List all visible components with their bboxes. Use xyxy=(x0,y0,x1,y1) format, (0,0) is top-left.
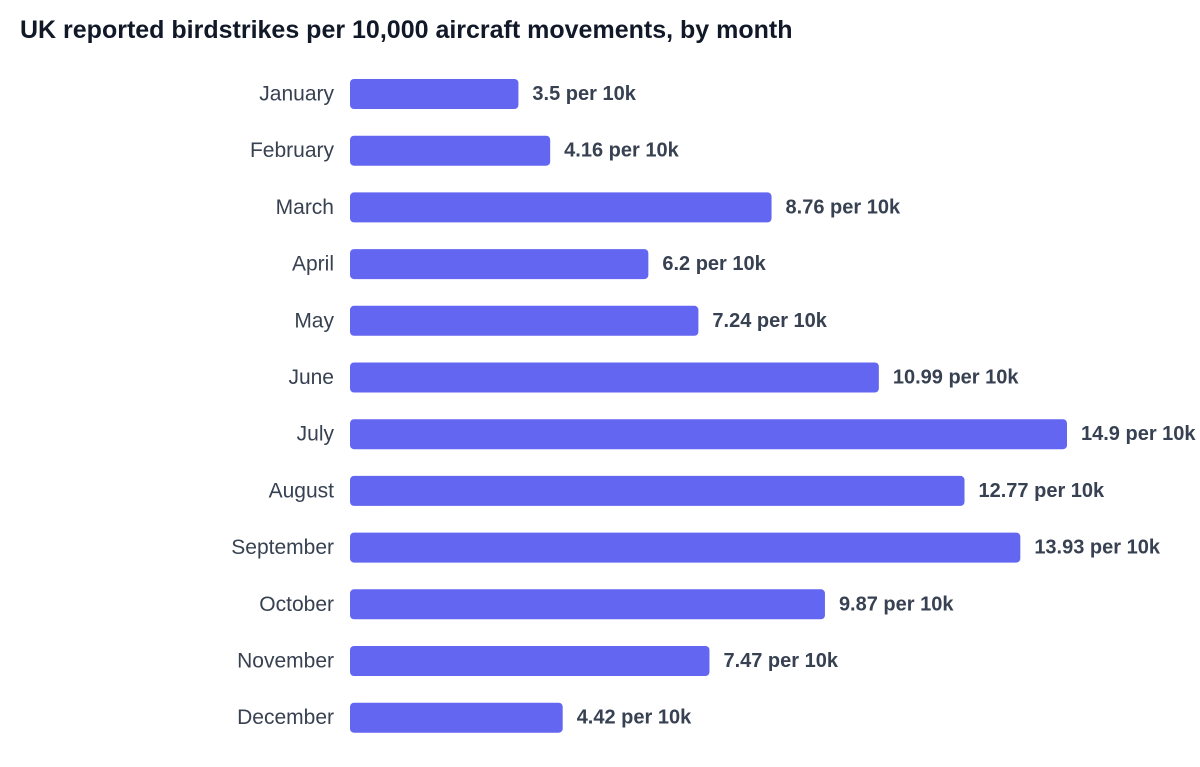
category-label: December xyxy=(237,706,334,729)
bar xyxy=(350,475,965,506)
bar-row: January 3.5 per 10k xyxy=(259,79,637,109)
bar xyxy=(350,249,649,280)
bar xyxy=(350,646,710,676)
bar-row: June 10.99 per 10k xyxy=(288,362,1020,393)
category-label: November xyxy=(237,650,334,673)
value-label: 14.9 per 10k xyxy=(1081,423,1196,445)
bars-layer: January 3.5 per 10k February 4.16 per 10k Ma… xyxy=(231,79,1196,733)
value-label: 9.87 per 10k xyxy=(839,593,954,615)
bar-row: November 7.47 per 10k xyxy=(237,646,839,676)
bar xyxy=(350,419,1067,450)
bar xyxy=(350,79,519,109)
bar-row: October 9.87 per 10k xyxy=(259,589,954,620)
bar-row: February 4.16 per 10k xyxy=(250,135,680,166)
value-label: 7.24 per 10k xyxy=(712,310,827,332)
value-label: 12.77 per 10k xyxy=(979,480,1106,502)
value-label: 3.5 per 10k xyxy=(532,83,636,105)
category-label: March xyxy=(276,196,334,219)
bar xyxy=(350,135,551,166)
value-label: 8.76 per 10k xyxy=(786,196,901,218)
bar-row: May 7.24 per 10k xyxy=(294,305,828,336)
category-label: August xyxy=(269,479,335,502)
bar xyxy=(350,192,772,223)
category-label: February xyxy=(250,139,335,162)
category-label: January xyxy=(259,83,334,106)
bar xyxy=(350,589,825,620)
bar xyxy=(350,532,1021,563)
bar xyxy=(350,305,699,336)
category-label: July xyxy=(297,423,335,446)
category-label: October xyxy=(259,593,334,616)
bar-row: March 8.76 per 10k xyxy=(276,192,901,223)
value-label: 6.2 per 10k xyxy=(662,253,766,275)
bar xyxy=(350,362,879,393)
bar xyxy=(350,702,563,733)
category-label: May xyxy=(294,309,334,332)
bar-row: April 6.2 per 10k xyxy=(292,249,767,280)
bar-row: August 12.77 per 10k xyxy=(269,475,1106,506)
value-label: 7.47 per 10k xyxy=(723,650,838,672)
category-label: June xyxy=(288,366,334,389)
value-label: 4.16 per 10k xyxy=(564,140,679,162)
value-label: 4.42 per 10k xyxy=(577,707,692,729)
value-label: 13.93 per 10k xyxy=(1034,537,1161,559)
chart-title: UK reported birdstrikes per 10,000 aircr… xyxy=(20,16,793,44)
bar-row: September 13.93 per 10k xyxy=(231,532,1161,563)
bar-row: December 4.42 per 10k xyxy=(237,702,692,733)
category-label: April xyxy=(292,253,334,276)
category-label: September xyxy=(231,536,334,559)
value-label: 10.99 per 10k xyxy=(893,367,1020,389)
bar-row: July 14.9 per 10k xyxy=(297,419,1196,450)
